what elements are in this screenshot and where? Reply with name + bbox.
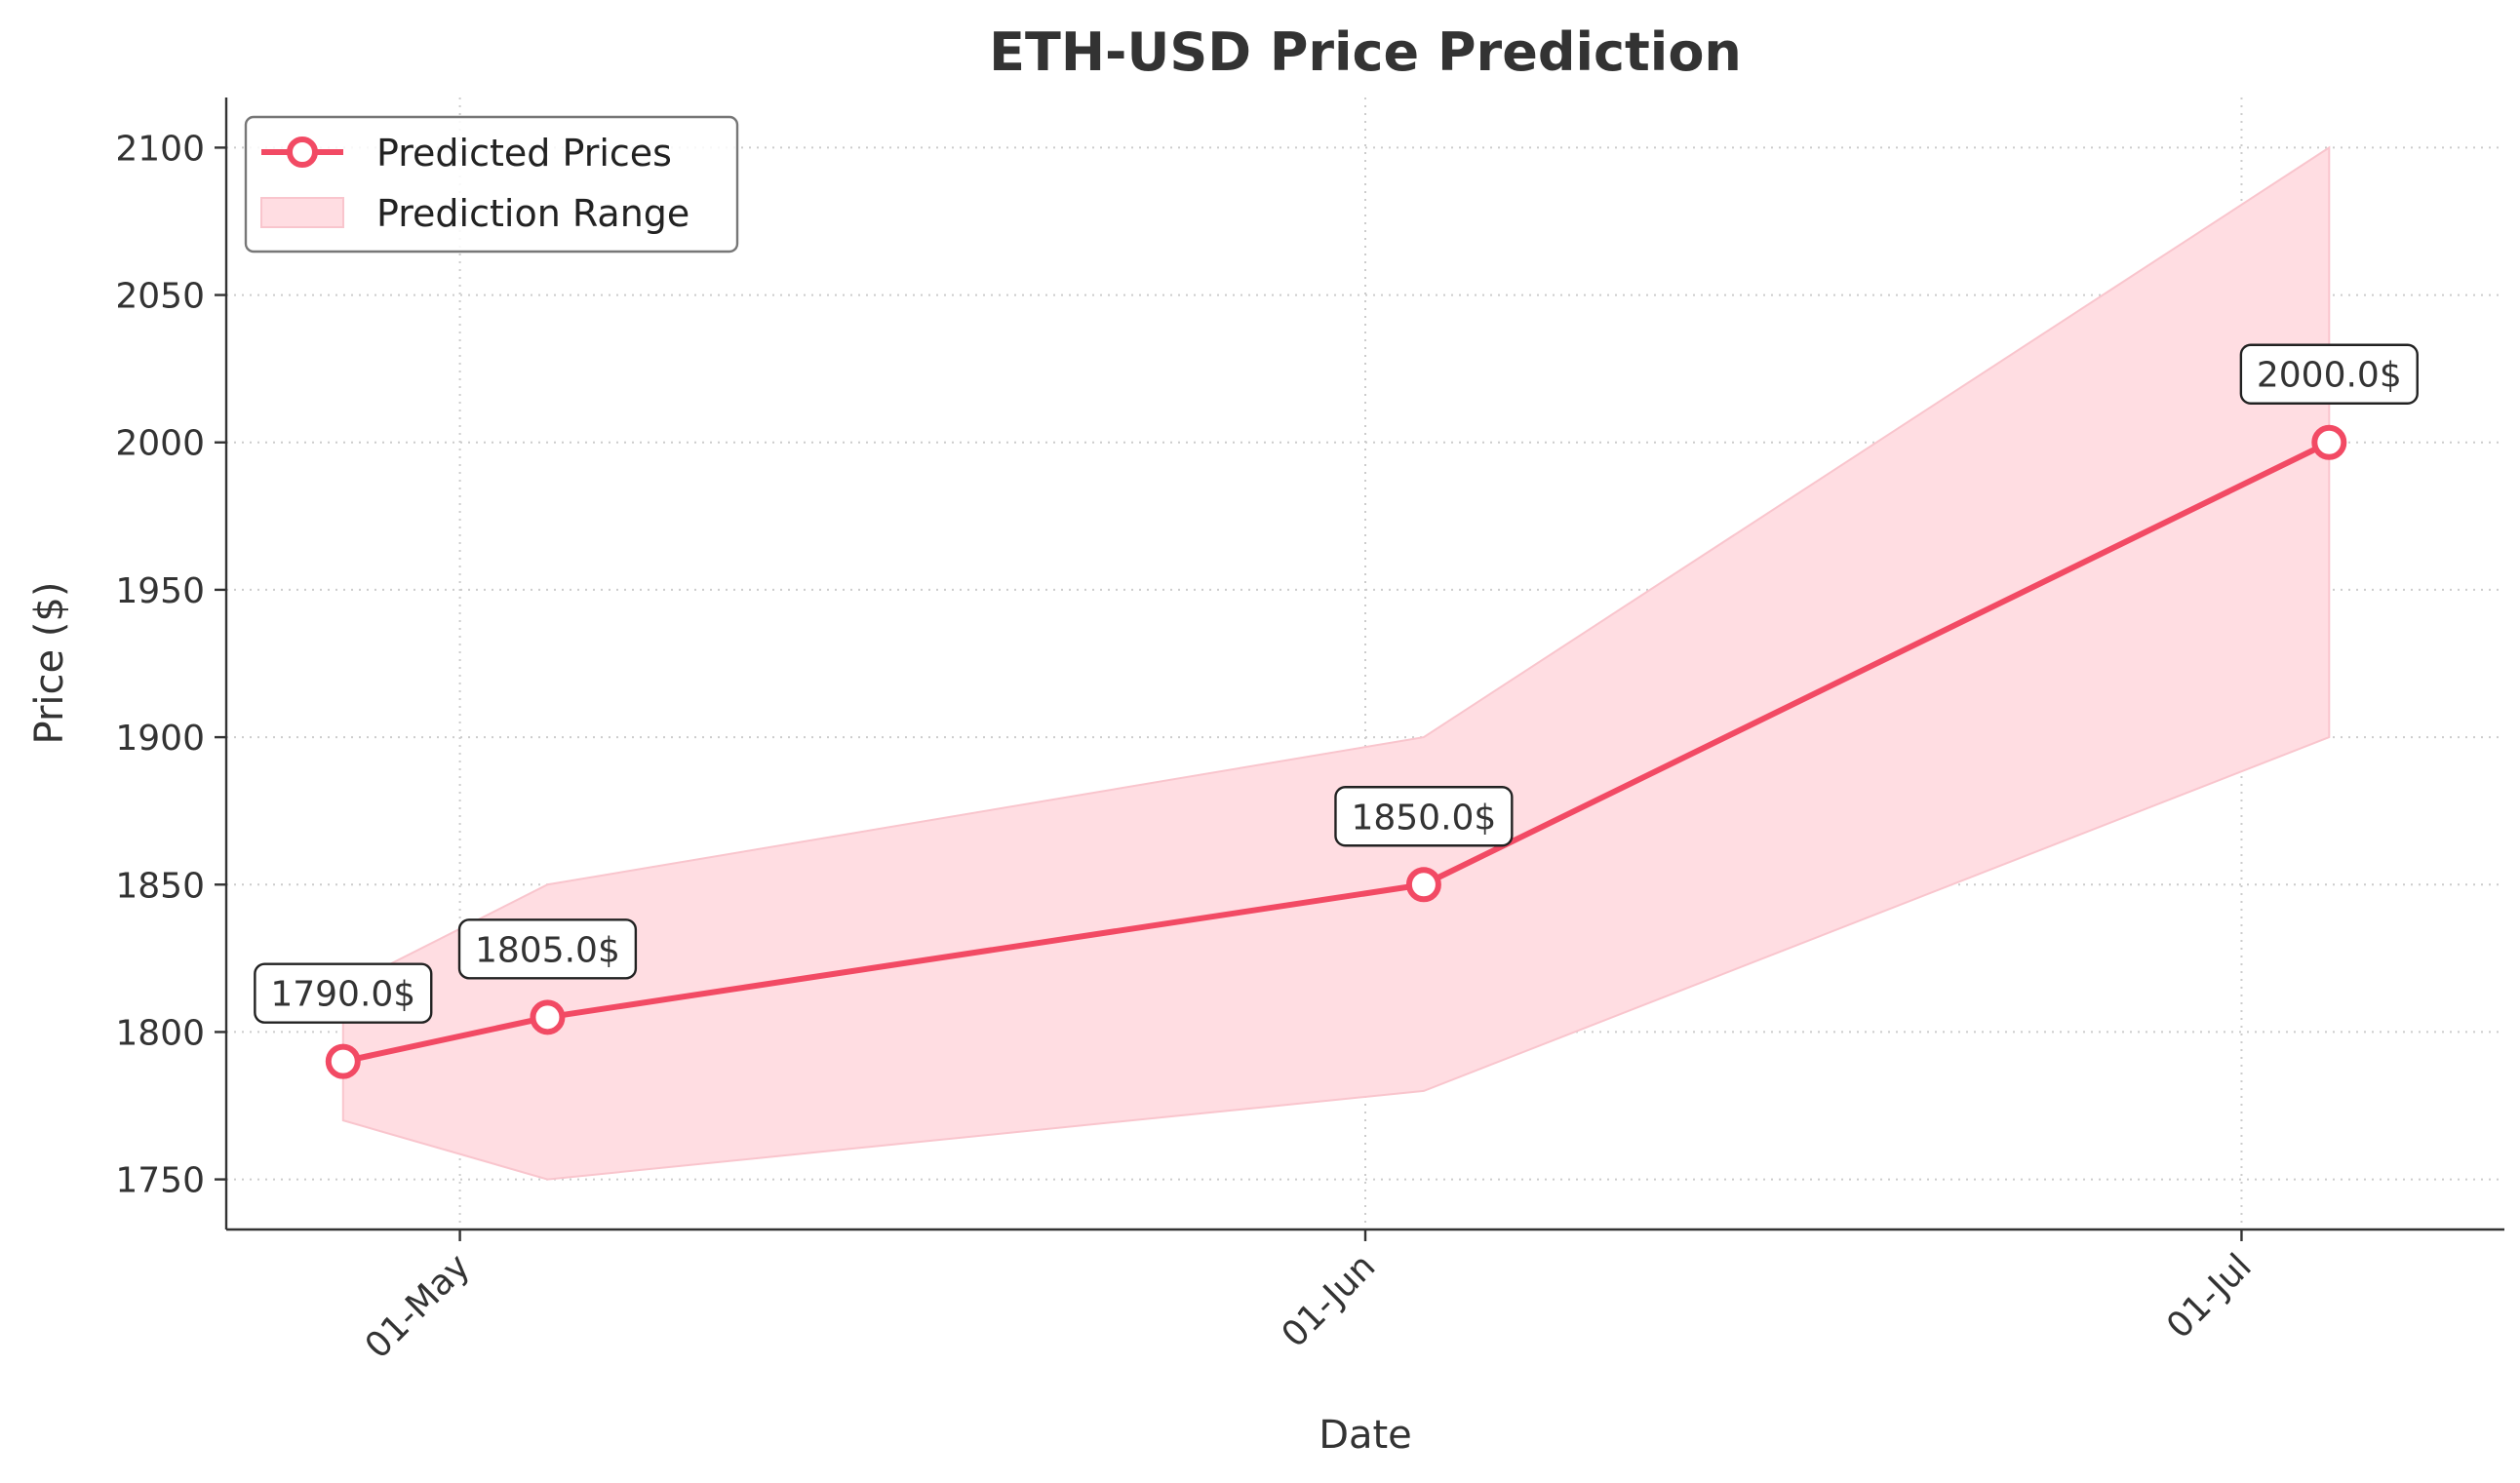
legend-entry-predicted-prices: Predicted Prices bbox=[376, 132, 672, 175]
y-tick-label: 1850 bbox=[115, 866, 205, 906]
legend-marker-swatch bbox=[287, 137, 318, 168]
y-tick-label: 1750 bbox=[115, 1161, 205, 1201]
y-tick-label: 1950 bbox=[115, 571, 205, 611]
data-labels: 1790.0$ 1805.0$ 1850.0$ 2000.0$ bbox=[254, 343, 2419, 1024]
legend-box bbox=[244, 115, 739, 254]
y-ticks: 1750 1800 1850 1900 1950 2000 2050 2100 bbox=[115, 129, 226, 1201]
prediction-range-band bbox=[341, 145, 2331, 1181]
y-tick-label: 2100 bbox=[115, 129, 205, 169]
y-tick-label: 1900 bbox=[115, 719, 205, 759]
data-label-text: 1850.0$ bbox=[1351, 798, 1496, 838]
legend: Predicted Prices Prediction Range bbox=[244, 115, 739, 254]
predicted-prices-line bbox=[342, 440, 2331, 1065]
x-axis-label: Date bbox=[1319, 1413, 1412, 1458]
data-label-box bbox=[1334, 786, 1514, 847]
data-label-text: 1805.0$ bbox=[475, 930, 620, 970]
predicted-price-point bbox=[1405, 867, 1441, 903]
legend-entry-prediction-range: Prediction Range bbox=[376, 192, 689, 235]
chart-title: ETH-USD Price Prediction bbox=[989, 21, 1742, 83]
series-layer bbox=[325, 424, 2347, 1079]
y-tick-label: 2050 bbox=[115, 277, 205, 317]
data-label-text: 1790.0$ bbox=[270, 975, 415, 1015]
predicted-price-point bbox=[325, 1043, 361, 1079]
data-label-box bbox=[457, 918, 638, 980]
y-tick-label: 1800 bbox=[115, 1013, 205, 1053]
data-label: 1790.0$ bbox=[254, 962, 433, 1024]
data-label: 1850.0$ bbox=[1334, 786, 1514, 847]
data-label: 1805.0$ bbox=[457, 918, 638, 980]
predicted-price-point bbox=[530, 999, 566, 1035]
data-label-text: 2000.0$ bbox=[2257, 356, 2402, 396]
data-label-box bbox=[254, 962, 433, 1024]
legend-range-swatch bbox=[260, 197, 344, 228]
prediction-range-layer bbox=[341, 145, 2331, 1181]
y-tick-label: 2000 bbox=[115, 424, 205, 464]
predicted-price-point bbox=[2311, 424, 2347, 460]
data-label: 2000.0$ bbox=[2239, 343, 2419, 405]
data-label-box bbox=[2239, 343, 2419, 405]
y-axis-label: Price ($) bbox=[27, 582, 72, 745]
